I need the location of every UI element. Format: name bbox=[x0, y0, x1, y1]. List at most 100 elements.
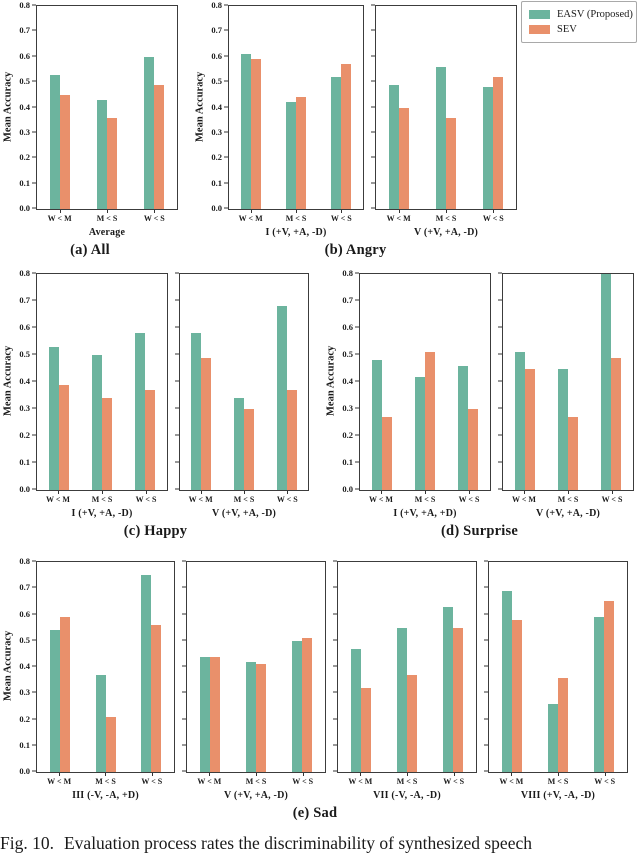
bar-group bbox=[37, 274, 80, 490]
y-tick-mark bbox=[182, 691, 186, 693]
x-tick-label: W < M bbox=[36, 491, 80, 507]
y-axis bbox=[496, 272, 502, 490]
bar-easv bbox=[234, 398, 244, 490]
bar-easv bbox=[292, 640, 302, 772]
y-tick-mark bbox=[32, 665, 36, 667]
y-tick-mark bbox=[175, 299, 179, 301]
y-tick-label: 0.2 bbox=[19, 152, 30, 162]
y-tick-mark bbox=[182, 639, 186, 641]
y-tick-mark bbox=[224, 156, 228, 158]
x-tick-label: W < M bbox=[179, 491, 222, 507]
bar-easv bbox=[49, 630, 60, 772]
x-tick-label: M < S bbox=[273, 210, 318, 226]
bar-group bbox=[535, 562, 581, 772]
y-tick-mark bbox=[371, 156, 375, 158]
bar-sev bbox=[145, 390, 156, 490]
y-tick-mark bbox=[175, 353, 179, 355]
y-tick-mark bbox=[355, 353, 359, 355]
x-tick-label: M < S bbox=[403, 491, 447, 507]
y-tick-mark bbox=[32, 353, 36, 355]
y-tick-mark bbox=[484, 613, 488, 614]
y-tick-mark bbox=[32, 326, 36, 328]
plot-area bbox=[375, 5, 517, 210]
panel-label-e: (e) Sad bbox=[292, 805, 338, 821]
y-tick-mark bbox=[371, 131, 375, 133]
x-tick-mark bbox=[243, 491, 245, 494]
y-tick-mark bbox=[32, 106, 36, 107]
y-tick-mark bbox=[32, 560, 36, 562]
x-tick-label: W < S bbox=[131, 210, 178, 226]
y-tick-mark bbox=[175, 461, 179, 463]
bar-easv bbox=[414, 376, 425, 490]
y-tick-mark bbox=[371, 29, 375, 31]
x-tick-mark bbox=[445, 210, 447, 213]
panel-label-c: (c) Happy bbox=[123, 523, 188, 539]
bar-group bbox=[503, 274, 546, 490]
x-tick-mark bbox=[209, 773, 211, 776]
bar-easv bbox=[276, 306, 287, 490]
bar-group bbox=[128, 562, 174, 772]
bar-group bbox=[469, 6, 516, 209]
bar-easv bbox=[443, 606, 453, 772]
x-axis-label: Average bbox=[88, 227, 126, 238]
bar-sev bbox=[286, 390, 297, 490]
y-tick-mark bbox=[355, 272, 359, 274]
y-axis: 0.8 0.7 0.6 0.5 0.4 0.3 0.2 0.1 0.0 bbox=[206, 1, 228, 212]
y-tick-mark bbox=[224, 207, 228, 209]
x-tick-label: W < S bbox=[590, 491, 634, 507]
y-tick-mark bbox=[32, 461, 36, 463]
bar-group bbox=[229, 6, 274, 209]
bar-sev bbox=[424, 352, 435, 490]
y-tick-label: 0.6 bbox=[19, 50, 30, 61]
y-axis: 0.8 0.7 0.6 0.5 0.4 0.3 0.2 0.1 0.0 bbox=[14, 269, 36, 493]
bar-sev bbox=[210, 656, 220, 772]
y-tick-mark bbox=[32, 744, 36, 746]
bar-sev bbox=[604, 601, 614, 772]
y-tick-label: 0.1 bbox=[19, 456, 30, 467]
y-tick-mark bbox=[484, 639, 488, 641]
y-tick-mark bbox=[224, 29, 228, 31]
bar-easv bbox=[502, 590, 512, 772]
x-axis-label: I (+V, +A, -D) bbox=[71, 508, 133, 519]
y-tick-mark bbox=[333, 665, 337, 667]
panel-label-a: (a) All bbox=[70, 242, 110, 258]
y-tick-mark bbox=[32, 80, 36, 82]
y-axis: 0.8 0.7 0.6 0.5 0.4 0.3 0.2 0.1 0.0 bbox=[14, 1, 36, 212]
y-tick-mark bbox=[182, 613, 186, 614]
y-tick-label: 0.0 bbox=[19, 765, 30, 776]
y-tick-mark bbox=[484, 665, 488, 667]
y-tick-label: 0.2 bbox=[19, 713, 30, 724]
x-tick-mark bbox=[360, 773, 362, 776]
x-tick-mark bbox=[105, 773, 107, 776]
bar-group bbox=[37, 562, 83, 772]
y-tick-mark bbox=[498, 461, 502, 463]
bar-easv bbox=[48, 346, 59, 490]
x-tick-label: W < M bbox=[359, 491, 403, 507]
y-tick-mark bbox=[175, 326, 179, 328]
bar-group bbox=[187, 562, 233, 772]
x-tick-label: M < S bbox=[546, 491, 590, 507]
bar-group bbox=[423, 6, 470, 209]
y-tick-mark bbox=[182, 665, 186, 667]
y-tick-label: 0.8 bbox=[19, 267, 30, 278]
bar-easv bbox=[200, 656, 210, 772]
x-tick-mark bbox=[407, 773, 408, 776]
bar-group bbox=[130, 6, 177, 209]
bar-easv bbox=[330, 77, 341, 209]
x-tick-mark bbox=[287, 491, 289, 494]
bar-sev bbox=[512, 619, 522, 772]
y-tick-mark bbox=[498, 326, 502, 328]
y-tick-mark bbox=[182, 560, 186, 562]
y-axis bbox=[369, 4, 375, 209]
y-tick-label: 0.8 bbox=[19, 555, 30, 566]
y-tick-mark bbox=[333, 691, 337, 693]
bar-easv bbox=[143, 56, 154, 209]
bar-sev bbox=[251, 59, 262, 209]
y-tick-mark bbox=[355, 434, 359, 436]
x-tick-mark bbox=[59, 773, 61, 776]
y-tick-mark bbox=[32, 131, 36, 133]
bar-sev bbox=[407, 674, 417, 772]
